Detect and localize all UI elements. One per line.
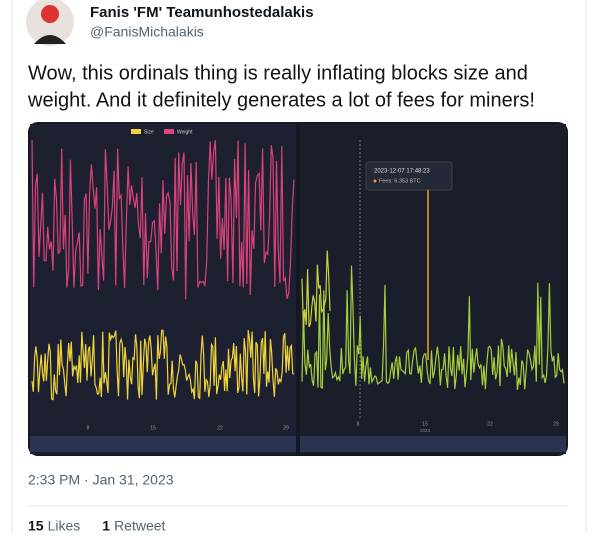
avatar-body — [34, 35, 66, 44]
axis-tick-label: 29 — [553, 421, 559, 427]
tweet-text: weight. And it definitely generates a lo… — [27, 89, 535, 111]
tooltip — [365, 161, 453, 191]
tooltip-label: Fees: 6.353 BTC — [379, 178, 421, 184]
legend-label: Weight — [177, 129, 193, 135]
author-name[interactable]: Fanis 'FM' Teamunhostedalakis — [90, 4, 314, 21]
decor-line — [301, 250, 331, 328]
axis-tick-label: 22 — [217, 425, 223, 431]
axis-tick-label: 22 — [487, 421, 493, 427]
legend-swatch — [131, 129, 141, 134]
stat-label[interactable]: Retweet — [114, 518, 165, 534]
legend-swatch — [164, 129, 174, 134]
decor-line — [31, 139, 295, 300]
axis-year: 2023 — [420, 428, 431, 433]
decor-line — [31, 329, 295, 401]
tooltip-date: 2023-12-07 17:48:23 — [374, 169, 430, 175]
axis-tick-label: 15 — [422, 421, 428, 427]
stat-count[interactable]: 15 — [28, 518, 44, 534]
tweet-text: Wow, this ordinals thing is really infla… — [28, 62, 528, 84]
decor-line — [301, 265, 565, 390]
axis-tick-label: 29 — [283, 425, 289, 431]
left-chart-bg — [30, 124, 296, 454]
axis-tick-label: 15 — [150, 425, 156, 431]
tooltip-dot — [373, 179, 377, 183]
stat-label[interactable]: Likes — [48, 518, 81, 534]
left-scrollbar — [30, 436, 296, 452]
right-scrollbar — [300, 436, 566, 452]
tweet-image[interactable]: Size Weight 2023-12-07 17:48:23 Fees: 6.… — [28, 122, 568, 456]
legend-label: Size — [144, 129, 154, 135]
avatar-face — [41, 5, 59, 23]
timestamp[interactable]: 2:33 PM · Jan 31, 2023 — [28, 472, 174, 488]
axis-tick-label: 8 — [357, 421, 360, 427]
stat-count[interactable]: 1 — [102, 518, 110, 534]
axis-tick-label: 8 — [87, 425, 90, 431]
author-handle[interactable]: @FanisMichalakis — [90, 24, 204, 40]
